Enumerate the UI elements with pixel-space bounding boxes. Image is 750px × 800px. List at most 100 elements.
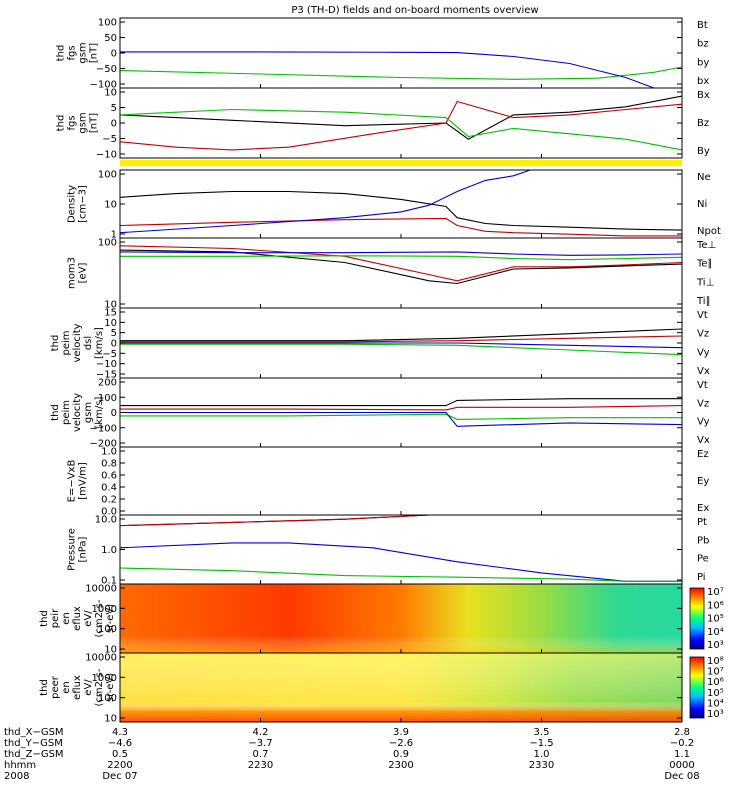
panel-4-legend-3: Ti⊥ — [696, 277, 714, 288]
panel-10-colorbar-tick: 10⁵ — [707, 688, 724, 699]
panel-5-series-Vz — [120, 335, 683, 343]
panel-10-ytick-label: 10 — [104, 714, 117, 725]
panel-4-ylabel-line: mom3 — [67, 257, 78, 289]
panel-5-series-Vy — [120, 343, 683, 356]
panel-2-ytick-label: −5 — [102, 134, 117, 145]
panel-5-ytick-label: −15 — [96, 370, 117, 381]
panel-10-ylabel-line: thd — [39, 679, 50, 696]
panel-10-spectrogram-shade — [120, 653, 682, 722]
panel-6-ylabel-line: peim — [61, 400, 72, 425]
panel-3-series-Ne — [119, 217, 682, 237]
panel-7-ylabel-line: E=−VxB — [67, 460, 78, 503]
panel-1-legend-4: bx — [697, 76, 709, 87]
panel-2-series-Bz — [119, 100, 683, 151]
panel-2-legend-1: Bx — [697, 90, 710, 101]
panel-10-colorbar-tick: 10⁶ — [707, 677, 724, 688]
panel-1-ytick-label: 50 — [104, 33, 117, 44]
panel-5-legend-3: Vy — [697, 347, 710, 358]
panel-3-ylabel-line: Density — [67, 185, 78, 223]
panel-5-ylabel-line: velocity — [72, 323, 83, 362]
panel-7-ytick-label: 0.4 — [101, 483, 117, 494]
panel-4-series-Ti⊥ — [119, 251, 683, 256]
panel-9-ylabel-line: eV/ — [83, 610, 94, 627]
panel-8-ytick-label: 0.1 — [101, 576, 117, 587]
panel-9-ylabel-line: (cm2-s- — [94, 599, 105, 637]
panel-9-ytick-label: 10 — [104, 645, 117, 656]
panel-2-frame — [119, 87, 683, 159]
quality-flag-band — [120, 160, 682, 166]
panel-9-colorbar-tick: 10⁴ — [707, 627, 724, 638]
panel-2-ylabel-line: thd — [56, 115, 67, 132]
xaxis-row-label: thd_Z−GSM — [4, 749, 64, 760]
panel-3-series-Ni — [119, 190, 683, 231]
panel-6-legend-3: Vy — [697, 417, 710, 428]
panel-5-ytick-label: 15 — [104, 308, 117, 319]
panel-7-ytick-label: 0.0 — [101, 507, 117, 518]
panel-7-ytick-label: 0.2 — [101, 495, 117, 506]
panel-3-series-Npot — [119, 169, 531, 234]
panel-5-legend-1: Vt — [697, 310, 708, 321]
panel-7-ytick-label: 0.8 — [101, 459, 117, 470]
panel-6-legend-4: Vx — [697, 435, 710, 446]
panel-2-series-By — [119, 108, 683, 151]
panel-6-ylabel-line: [km/s] — [94, 396, 105, 428]
panel-6-legend-2: Vz — [697, 398, 709, 409]
panel-2-ytick-label: 5 — [111, 103, 117, 114]
panel-6-legend-1: Vt — [697, 380, 708, 391]
panel-5-series-Vt — [120, 328, 683, 342]
xtick-label: 3.9 — [393, 727, 409, 738]
panel-3-ytick-label: 1 — [111, 230, 117, 241]
panel-8-series-Pb — [119, 514, 430, 527]
panel-5-ylabel-line: [km/s] — [94, 327, 105, 359]
panel-8-series-Pe — [119, 567, 682, 582]
panel-1-ytick-label: 0 — [111, 49, 117, 60]
panel-7-legend-3: Ex — [697, 503, 709, 514]
panel-9-spectrogram-shade — [120, 584, 682, 653]
panel-3-ytick-label: 10 — [104, 200, 117, 211]
panel-9-ylabel-line: peir — [50, 608, 61, 628]
panel-10-ytick-label: 10000 — [85, 653, 117, 664]
xtick-label: 3.5 — [534, 727, 550, 738]
panel-5-ylabel-line: thd — [50, 335, 61, 352]
panel-5-ytick-label: 10 — [104, 318, 117, 329]
panel-5-legend-4: Vx — [697, 366, 710, 377]
panel-2-series-Bx — [119, 95, 683, 140]
panel-2-ytick-label: −10 — [96, 150, 117, 161]
panel-6-series-Vx — [120, 411, 683, 427]
panel-8-series-Pi — [119, 542, 682, 582]
panel-8-legend-3: Pe — [697, 554, 709, 565]
panel-7-ytick-label: 0.6 — [101, 471, 117, 482]
panel-8-ylabel-line: Pressure — [67, 528, 78, 571]
xtick-label: Dec 07 — [102, 771, 137, 782]
panel-5-ytick-label: 5 — [111, 328, 117, 339]
panel-1-legend-2: bz — [697, 39, 709, 50]
panel-4-legend-4: Ti∥ — [696, 296, 711, 307]
panel-5-ytick-label: 0 — [111, 339, 117, 350]
xaxis-row-label: thd_Y−GSM — [4, 738, 63, 749]
xtick-label: 0000 — [669, 760, 694, 771]
xtick-label: 2.8 — [674, 727, 690, 738]
panel-9-ylabel-line: eflux — [72, 606, 83, 631]
panel-7-frame — [119, 446, 683, 516]
panel-3-legend-2: Ni — [697, 199, 707, 210]
panel-4-series-Ti∥ — [120, 255, 683, 261]
panel-2-ylabel-line: gsm — [78, 112, 89, 133]
panel-7-legend-1: Ez — [697, 449, 709, 460]
panel-4-series-Te∥ — [119, 249, 683, 285]
xtick-label: 1.1 — [674, 749, 690, 760]
panel-4-legend-1: Te⊥ — [696, 240, 716, 251]
panel-5-ytick-label: −5 — [102, 349, 117, 360]
panel-7-ylabel-line: [mV/m] — [78, 462, 89, 500]
panel-3-ytick-label: 100 — [98, 170, 117, 181]
panel-8-ytick-label: 10.0 — [95, 515, 117, 526]
panel-8-ytick-label: 1.0 — [101, 545, 117, 556]
panel-2-ylabel-line: [nT] — [89, 113, 100, 133]
panel-6-ytick-label: 100 — [98, 393, 117, 404]
panel-10-ytick-label: 100 — [98, 693, 117, 704]
panel-6-series-Vy — [120, 413, 682, 420]
panel-9-colorbar-tick: 10³ — [707, 640, 724, 651]
panel-6-series-Vz — [120, 405, 683, 411]
xtick-label: 2200 — [107, 760, 132, 771]
panel-7-legend-2: Ey — [697, 476, 709, 487]
